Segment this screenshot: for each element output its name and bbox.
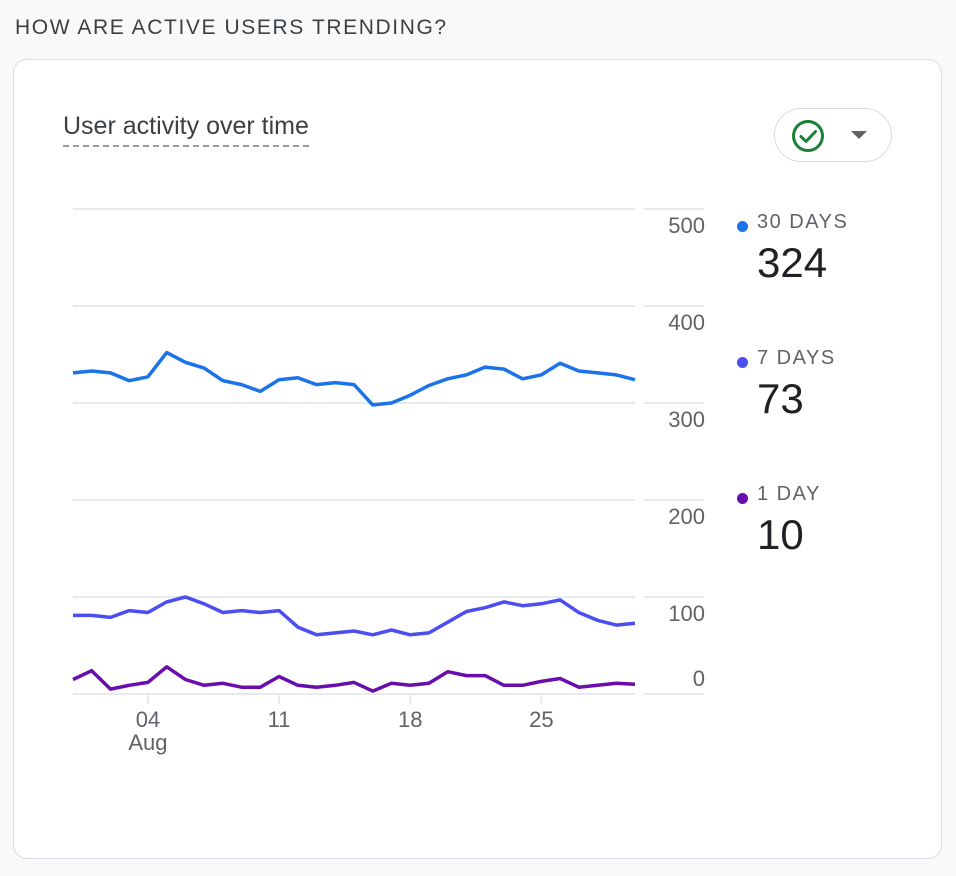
caret-down-icon xyxy=(851,131,867,139)
y-tick-label: 500 xyxy=(668,213,705,238)
legend-value: 73 xyxy=(757,375,804,422)
legend-value: 10 xyxy=(757,511,804,558)
y-tick-label: 0 xyxy=(693,666,705,691)
x-tick-sublabel: Aug xyxy=(128,730,167,755)
x-tick-label: 25 xyxy=(529,707,553,732)
user-activity-card: User activity over time xyxy=(13,59,942,859)
y-tick-label: 100 xyxy=(668,601,705,626)
y-tick-label: 300 xyxy=(668,407,705,432)
series-line-1-day xyxy=(72,665,636,693)
legend-label: 1 DAY xyxy=(757,483,821,505)
check-circle-icon xyxy=(791,119,825,158)
series-line-30-days xyxy=(72,350,636,407)
legend-label: 7 DAYS xyxy=(757,347,836,369)
y-axis: 0 100 200 300 400 500 xyxy=(668,213,705,691)
series-line-7-days xyxy=(73,595,636,637)
y-tick-label: 400 xyxy=(668,310,705,335)
x-tick-label: 04 xyxy=(136,707,160,732)
legend-dot-icon xyxy=(737,221,748,232)
legend-value: 324 xyxy=(757,239,828,286)
legend-label: 30 DAYS xyxy=(757,211,849,233)
section-title: HOW ARE ACTIVE USERS TRENDING? xyxy=(15,16,448,39)
x-tick-label: 11 xyxy=(268,707,291,732)
y-tick-label: 200 xyxy=(668,504,705,529)
x-tick-label: 18 xyxy=(398,707,422,732)
legend-dot-icon xyxy=(737,357,748,368)
legend-dot-icon xyxy=(737,493,748,504)
gridlines xyxy=(73,208,704,695)
compare-dropdown-button[interactable] xyxy=(774,108,892,162)
series-lines xyxy=(72,350,636,693)
card-title[interactable]: User activity over time xyxy=(63,110,309,147)
